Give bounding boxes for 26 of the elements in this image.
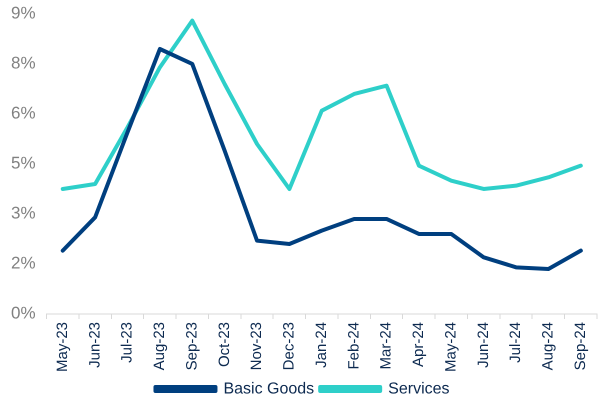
y-tick-label: 2% xyxy=(10,254,36,273)
x-tick-label: Sep-23 xyxy=(183,322,200,370)
y-tick-label: 6% xyxy=(10,104,36,123)
x-tick-label: Sep-24 xyxy=(572,322,589,370)
x-tick-label: Jun-23 xyxy=(86,322,104,368)
x-tick-label: Oct-23 xyxy=(216,322,233,367)
x-tick-label: Aug-23 xyxy=(151,322,168,370)
legend-label: Services xyxy=(388,380,450,398)
x-tick-label: Dec-23 xyxy=(280,322,298,370)
x-tick-label: Feb-24 xyxy=(345,322,362,370)
y-tick-label: 8% xyxy=(10,54,36,73)
y-tick-label: 0% xyxy=(10,304,36,323)
x-tick-label: Jan-24 xyxy=(312,322,330,368)
x-tick-label: Nov-23 xyxy=(248,322,266,370)
x-tick-label: Jun-24 xyxy=(474,322,492,368)
x-tick-label: Mar-24 xyxy=(378,322,395,370)
x-tick-label: May-23 xyxy=(54,322,71,372)
y-tick-label: 3% xyxy=(10,204,36,223)
x-tick-label: May-24 xyxy=(442,322,460,372)
x-tick-label: Aug-24 xyxy=(540,322,557,370)
y-tick-label: 5% xyxy=(10,154,36,173)
x-tick-label: Apr-24 xyxy=(410,322,428,368)
x-tick-label: Jul-24 xyxy=(507,322,524,363)
legend-label: Basic Goods xyxy=(223,380,314,398)
x-tick-label: Jul-23 xyxy=(118,322,136,363)
y-tick-label: 9% xyxy=(10,4,36,23)
